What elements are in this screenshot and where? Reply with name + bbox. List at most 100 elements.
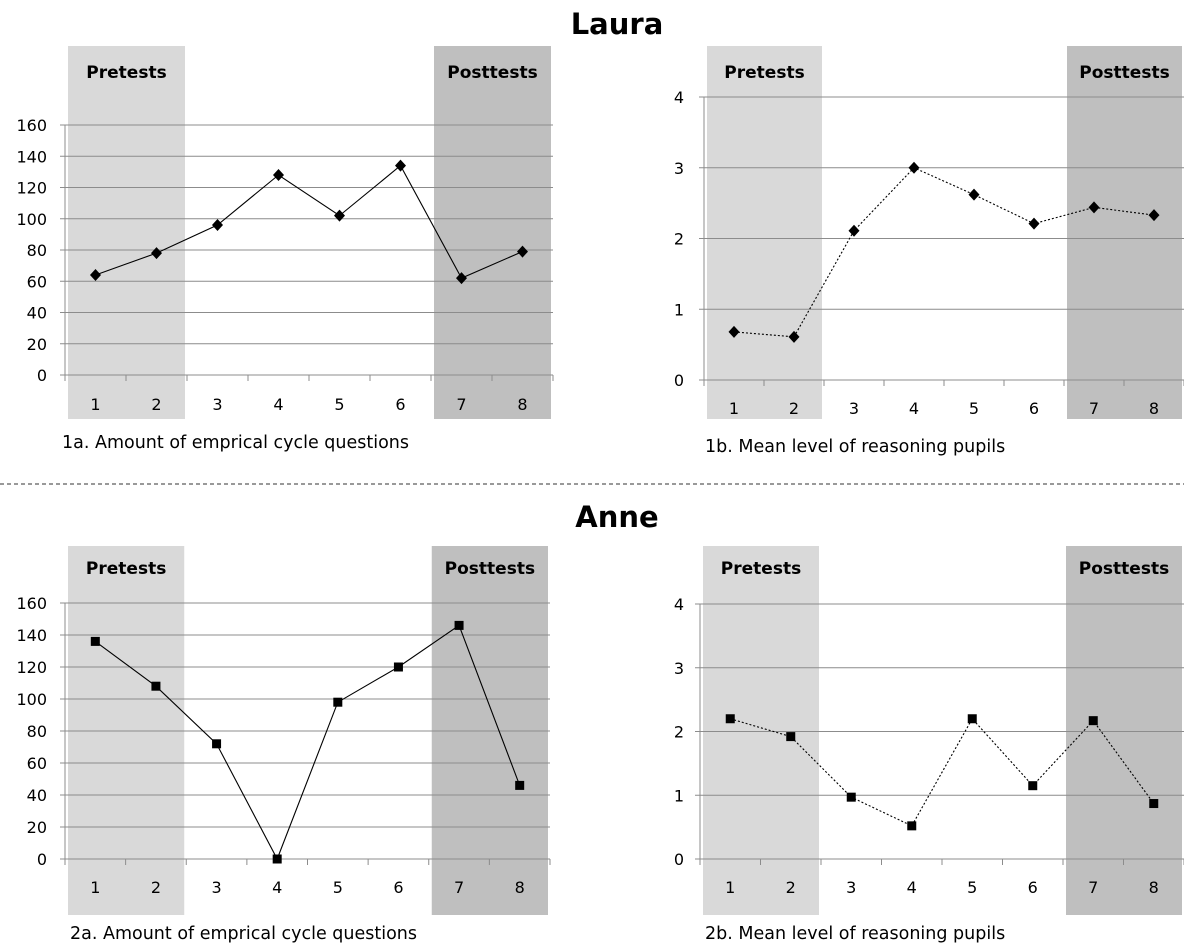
data-point	[517, 245, 528, 258]
y-tick-label: 0	[674, 850, 684, 869]
data-point	[151, 681, 161, 691]
band-posttests	[1067, 46, 1182, 419]
y-tick-label: 1	[674, 786, 684, 805]
x-tick-label: 1	[729, 399, 739, 418]
x-tick-label: 5	[334, 395, 344, 414]
x-tick-label: 4	[909, 399, 919, 418]
chart-caption: 2b. Mean level of reasoning pupils	[705, 924, 1005, 943]
data-point	[393, 662, 403, 672]
y-tick-label: 140	[16, 626, 47, 645]
x-tick-label: 7	[454, 878, 464, 897]
y-tick-label: 40	[27, 304, 47, 323]
x-tick-label: 8	[1149, 878, 1159, 897]
band-label-pretests: Pretests	[721, 559, 801, 579]
series-line	[733, 167, 1155, 338]
x-tick-label: 8	[517, 395, 527, 414]
data-point	[90, 636, 100, 646]
x-tick-label: 8	[515, 878, 525, 897]
x-tick-label: 2	[151, 395, 161, 414]
band-label-posttests: Posttests	[1079, 559, 1169, 579]
x-tick-label: 5	[969, 399, 979, 418]
band-posttests	[434, 46, 551, 419]
y-tick-label: 20	[27, 818, 47, 837]
y-tick-label: 40	[27, 786, 47, 805]
x-tick-label: 6	[1028, 878, 1038, 897]
y-tick-label: 2	[674, 230, 684, 249]
data-point	[151, 247, 162, 260]
x-tick-label: 5	[333, 878, 343, 897]
data-point	[908, 161, 920, 174]
data-point	[1148, 209, 1160, 222]
y-tick-label: 1	[674, 300, 684, 319]
data-point	[333, 697, 343, 707]
section-title-anne: Anne	[575, 500, 658, 534]
band-label-pretests: Pretests	[86, 63, 166, 83]
data-point	[272, 854, 282, 864]
x-tick-label: 3	[211, 878, 221, 897]
y-tick-label: 3	[674, 659, 684, 678]
y-tick-label: 20	[27, 335, 47, 354]
x-tick-label: 7	[1088, 878, 1098, 897]
data-point	[728, 325, 740, 338]
chart-caption: 2a. Amount of emprical cycle questions	[70, 924, 417, 943]
x-tick-label: 7	[1089, 399, 1099, 418]
x-tick-label: 3	[846, 878, 856, 897]
chart-caption: 1a. Amount of emprical cycle questions	[62, 433, 409, 453]
data-point	[395, 159, 406, 172]
band-label-pretests: Pretests	[86, 559, 166, 579]
y-tick-label: 140	[16, 147, 47, 166]
x-tick-label: 2	[789, 399, 799, 418]
chart-2a: Pretests Posttests 0 20 40 60 80 100 120 140 160 1 2…	[16, 546, 551, 943]
data-point	[515, 780, 525, 790]
band-posttests	[1066, 546, 1182, 915]
data-point	[846, 792, 856, 802]
data-point	[788, 330, 800, 343]
data-point	[1028, 217, 1040, 230]
band-label-pretests: Pretests	[724, 63, 804, 83]
y-tick-label: 80	[27, 722, 47, 741]
x-tick-label: 7	[456, 395, 466, 414]
band-pretests	[703, 546, 819, 915]
x-tick-label: 4	[907, 878, 917, 897]
x-tick-label: 1	[725, 878, 735, 897]
y-tick-label: 0	[674, 371, 684, 390]
data-point	[1088, 716, 1098, 726]
y-tick-label: 0	[37, 366, 47, 385]
x-tick-label: 6	[393, 878, 403, 897]
data-point	[967, 714, 977, 724]
data-point	[848, 224, 860, 237]
y-tick-label: 60	[27, 272, 47, 291]
data-point	[907, 821, 917, 831]
x-tick-label: 2	[151, 878, 161, 897]
data-point	[968, 188, 980, 201]
x-tick-label: 6	[395, 395, 405, 414]
band-label-posttests: Posttests	[1079, 63, 1169, 83]
y-tick-label: 0	[37, 850, 47, 869]
band-label-posttests: Posttests	[445, 559, 535, 579]
y-tick-label: 160	[16, 594, 47, 613]
series-line	[730, 717, 1155, 827]
data-point	[456, 272, 467, 285]
y-tick-label: 2	[674, 723, 684, 742]
y-tick-label: 100	[16, 690, 47, 709]
data-point	[454, 620, 464, 630]
band-pretests	[707, 46, 822, 419]
chart-2b: Pretests Posttests 0 1 2 3 4 1 2 3 4 5 6 7 8 2b. Mean l…	[674, 546, 1184, 943]
y-tick-label: 4	[674, 595, 684, 614]
y-tick-label: 120	[16, 658, 47, 677]
data-point	[334, 209, 345, 222]
y-tick-label: 80	[27, 241, 47, 260]
x-tick-label: 4	[273, 395, 283, 414]
chart-1b: Pretests Posttests 0 1 2 3 4 1 2 3 4 5 6 7 8 1b. Mean l…	[674, 46, 1184, 457]
x-tick-label: 8	[1149, 399, 1159, 418]
y-tick-label: 120	[16, 179, 47, 198]
data-point	[786, 732, 796, 742]
y-tick-label: 60	[27, 754, 47, 773]
y-tick-label: 4	[674, 88, 684, 107]
x-tick-label: 4	[272, 878, 282, 897]
data-point	[212, 739, 222, 749]
y-tick-label: 3	[674, 159, 684, 178]
y-tick-label: 100	[16, 210, 47, 229]
